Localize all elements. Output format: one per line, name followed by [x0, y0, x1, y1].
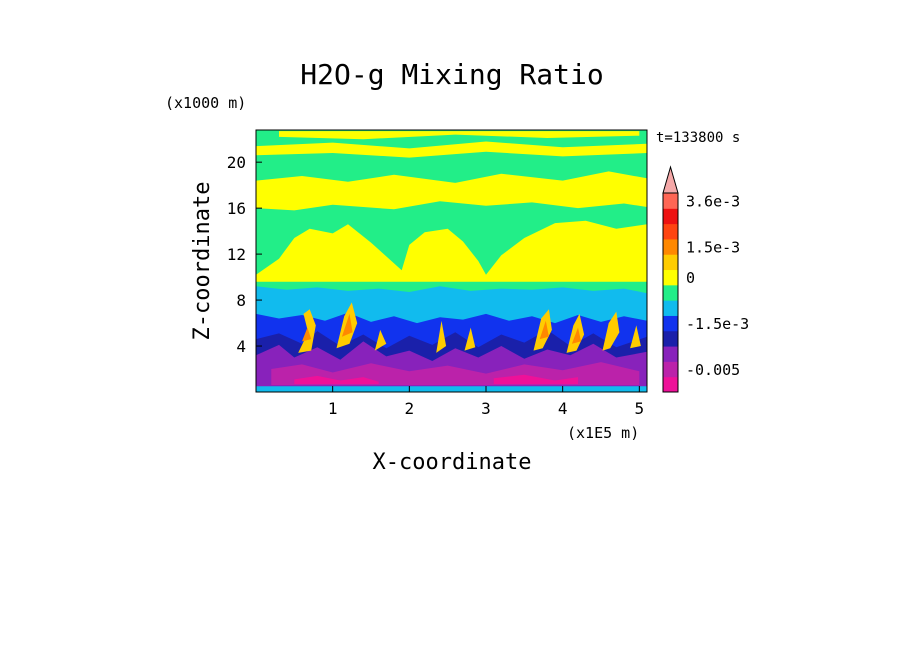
contour-region	[256, 171, 647, 211]
contour-region	[294, 375, 379, 384]
colorbar-swatch	[663, 193, 678, 209]
contour-region	[256, 220, 647, 282]
contour-region	[256, 386, 647, 392]
x-tick-label: 5	[635, 399, 645, 418]
contour-region	[279, 131, 640, 140]
y-tick-label: 16	[227, 199, 246, 218]
plot-frame	[255, 129, 648, 393]
contour-region	[341, 313, 353, 337]
x-tick-label: 2	[405, 399, 415, 418]
contour-region	[436, 320, 447, 353]
y-unit-label: (x1000 m)	[165, 94, 246, 112]
contour-region	[602, 311, 620, 351]
colorbar-swatch	[663, 223, 678, 240]
colorbar-label: 1.5e-3	[686, 239, 740, 257]
colorbar-swatch	[663, 300, 678, 316]
contour-region	[302, 327, 312, 342]
y-tick-label: 20	[227, 153, 246, 172]
colorbar-frame	[662, 192, 679, 393]
contour-region	[493, 374, 578, 384]
colorbar: -0.005 -1.5e-3 0 1.5e-3 3.6e-3	[662, 165, 749, 393]
contour-region	[374, 329, 387, 351]
y-axis: 4 8 12 16 20	[227, 153, 262, 356]
x-tick-label: 3	[481, 399, 491, 418]
y-axis-label: Z-coordinate	[190, 182, 215, 341]
contour-region	[566, 313, 585, 353]
x-axis: 1 2 3 4 5	[328, 386, 644, 418]
colorbar-swatch	[663, 315, 678, 332]
colorbar-swatch	[663, 269, 678, 286]
contour-region	[571, 327, 582, 344]
contour-region	[630, 325, 641, 349]
x-tick-label: 1	[328, 399, 338, 418]
plot-area	[255, 129, 648, 393]
contour-region	[533, 309, 552, 351]
x-axis-label: X-coordinate	[373, 450, 532, 475]
contour-region	[464, 327, 476, 351]
colorbar-label: 3.6e-3	[686, 193, 740, 211]
colorbar-swatch	[663, 376, 678, 393]
contour-region	[256, 141, 647, 158]
chart-title: H2O-g Mixing Ratio	[300, 58, 603, 91]
colorbar-swatch	[663, 361, 678, 378]
colorbar-swatch	[663, 238, 678, 255]
colorbar-label: -0.005	[686, 361, 740, 379]
y-tick-label: 4	[236, 337, 246, 356]
contour-region	[298, 309, 316, 353]
y-tick-label: 8	[236, 291, 246, 310]
colorbar-swatch	[663, 284, 678, 301]
colorbar-swatch	[663, 254, 678, 271]
colorbar-swatch	[663, 346, 678, 362]
colorbar-swatch	[663, 330, 678, 347]
colorbar-label: -1.5e-3	[686, 315, 749, 333]
x-tick-label: 4	[558, 399, 568, 418]
colorbar-overflow-arrow	[662, 165, 679, 194]
y-tick-label: 12	[227, 245, 246, 264]
time-label: t=133800 s	[656, 130, 740, 146]
colorbar-swatch	[663, 208, 678, 225]
contour-region	[539, 320, 549, 340]
colorbar-label: 0	[686, 269, 695, 287]
x-unit-label: (x1E5 m)	[567, 424, 639, 442]
